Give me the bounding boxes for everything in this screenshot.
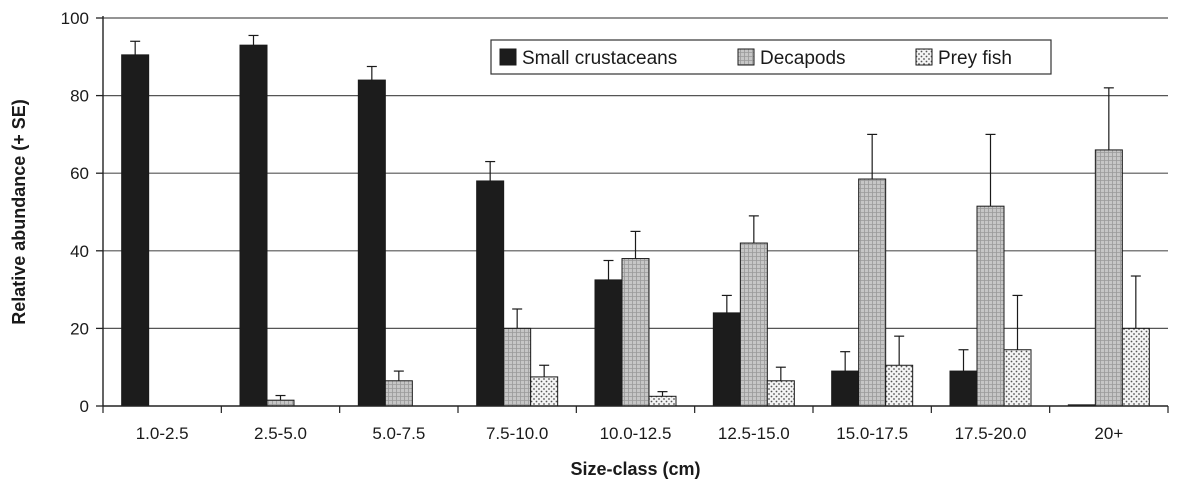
bar-decapods bbox=[384, 380, 413, 407]
axes bbox=[96, 16, 1169, 413]
y-tick-label: 60 bbox=[70, 164, 89, 183]
bar-small-crustaceans bbox=[239, 44, 268, 407]
y-tick-label: 100 bbox=[61, 9, 89, 28]
x-tick-label: 17.5-20.0 bbox=[955, 424, 1027, 443]
legend-swatch bbox=[499, 48, 517, 66]
legend-label: Decapods bbox=[760, 48, 846, 69]
bar-small-crustaceans bbox=[594, 279, 623, 407]
bar-prey-fish bbox=[530, 376, 559, 407]
bar-decapods bbox=[1094, 149, 1123, 407]
bar-prey-fish bbox=[885, 364, 914, 407]
y-tick-label: 40 bbox=[70, 242, 89, 261]
x-tick-label: 12.5-15.0 bbox=[718, 424, 790, 443]
bar-small-crustaceans bbox=[476, 180, 505, 407]
bar-prey-fish bbox=[766, 380, 795, 407]
y-axis-title: Relative abundance (+ SE) bbox=[9, 99, 29, 325]
bar-decapods bbox=[266, 399, 295, 407]
bar-small-crustaceans bbox=[712, 312, 741, 407]
x-axis-title: Size-class (cm) bbox=[570, 459, 700, 479]
legend-swatch bbox=[737, 48, 755, 66]
bar-small-crustaceans bbox=[949, 370, 978, 407]
legend-box bbox=[490, 39, 1052, 75]
x-tick-label: 2.5-5.0 bbox=[254, 424, 307, 443]
bar-prey-fish bbox=[1121, 327, 1150, 407]
x-tick-label: 1.0-2.5 bbox=[136, 424, 189, 443]
bar-small-crustaceans bbox=[831, 370, 860, 407]
legend-label: Small crustaceans bbox=[522, 48, 677, 69]
x-tick-label: 5.0-7.5 bbox=[372, 424, 425, 443]
x-tick-label: 15.0-17.5 bbox=[836, 424, 908, 443]
x-tick-label: 10.0-12.5 bbox=[600, 424, 672, 443]
bar-small-crustaceans bbox=[357, 79, 386, 407]
tick-labels: 0 20 40 60 80 100 1.0-2.5 2.5-5.0 5.0-7.5 7.5-10.… bbox=[61, 9, 1124, 443]
x-tick-label: 7.5-10.0 bbox=[486, 424, 548, 443]
bar-prey-fish bbox=[1003, 349, 1032, 407]
y-tick-label: 80 bbox=[70, 87, 89, 106]
bar-decapods bbox=[976, 205, 1005, 407]
bar-prey-fish bbox=[648, 395, 677, 407]
bar-decapods bbox=[621, 258, 650, 407]
y-tick-label: 0 bbox=[80, 397, 89, 416]
bar-decapods bbox=[503, 327, 532, 407]
x-tick-label: 20+ bbox=[1094, 424, 1123, 443]
legend-label: Prey fish bbox=[938, 48, 1012, 69]
bar-small-crustaceans bbox=[121, 54, 150, 407]
bar-decapods bbox=[739, 242, 768, 407]
legend: Small crustaceans Decapods Prey fish bbox=[490, 39, 1052, 75]
bar-decapods bbox=[858, 178, 887, 407]
legend-swatch bbox=[915, 48, 933, 66]
bars bbox=[121, 34, 1150, 407]
y-tick-label: 20 bbox=[70, 319, 89, 338]
